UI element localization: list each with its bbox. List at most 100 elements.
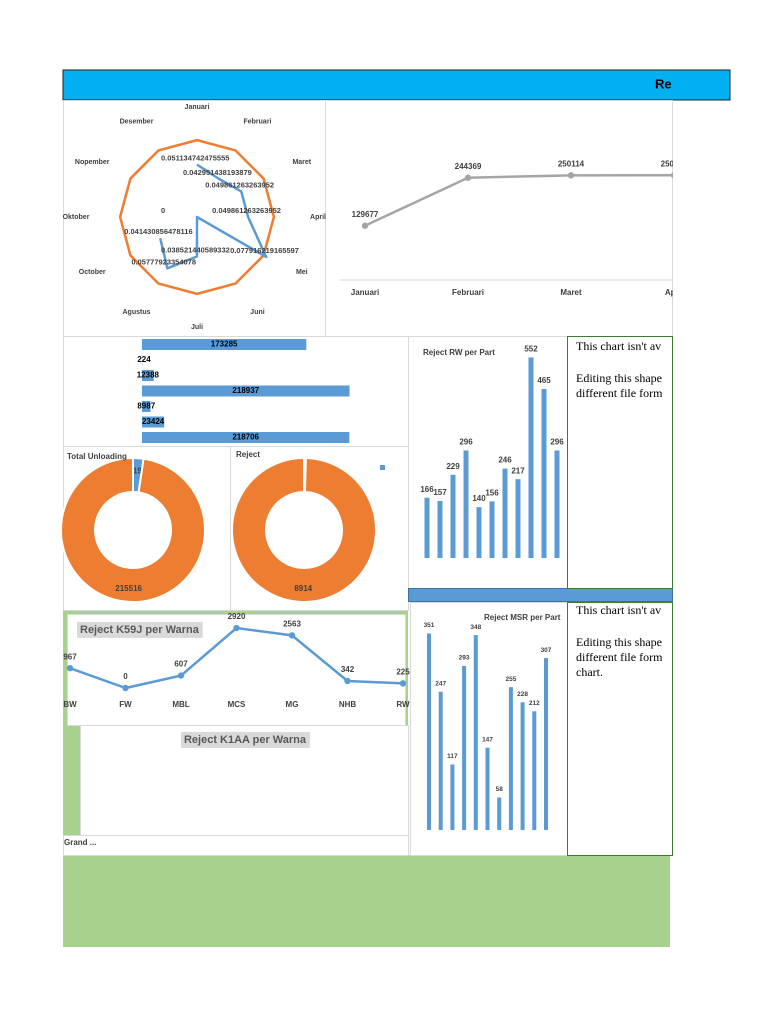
- x-tick-label: Maret: [560, 288, 582, 297]
- data-label: 225: [396, 667, 410, 676]
- point: [66, 664, 74, 672]
- bar: [424, 497, 430, 558]
- bar: [437, 500, 443, 558]
- data-label: 607: [174, 660, 188, 669]
- axis-label: Nopember: [75, 159, 110, 166]
- data-label: 218937: [232, 386, 259, 395]
- x-tick-label: NHB: [339, 700, 357, 709]
- point: [122, 684, 129, 692]
- data-label: 2563: [283, 619, 301, 628]
- bar: [473, 635, 478, 830]
- data-label: 173285: [211, 340, 238, 349]
- chart-title: Reject K59J per Warna: [80, 624, 200, 636]
- header-title: Re: [655, 76, 672, 91]
- header-bar: [62, 69, 731, 101]
- data-label: 147: [482, 736, 493, 743]
- data-label: 129677: [352, 210, 379, 219]
- data-label: 166: [420, 485, 434, 494]
- x-tick-label: FW: [119, 700, 132, 709]
- data-label: 244369: [455, 162, 482, 171]
- data-label: 0.038521440589332: [161, 245, 230, 254]
- data-label: 0: [123, 672, 128, 681]
- data-label: 296: [550, 438, 564, 447]
- axis-label: Agustus: [123, 309, 151, 316]
- blue-strip: [408, 588, 673, 602]
- chart-title: Total Unloading: [67, 452, 127, 461]
- x-tick-label: MG: [286, 700, 299, 709]
- data-label: 156: [485, 488, 499, 497]
- point: [567, 172, 575, 179]
- data-label: 0.049861263263952: [212, 206, 281, 215]
- data-label: 351: [424, 622, 435, 629]
- charts: Januari Februari Maret April Mei Juni Juli Agus…: [60, 104, 688, 830]
- bar: [489, 501, 495, 558]
- notice-text: This chart isn't av: [576, 339, 661, 353]
- bar: [462, 665, 467, 830]
- data-label: 215516: [115, 584, 142, 593]
- data-label: 212: [529, 700, 540, 707]
- bar: [142, 370, 154, 381]
- radar-panel: [63, 100, 326, 337]
- axis-label: Maret: [292, 159, 311, 166]
- bar: [142, 401, 151, 412]
- bar: [515, 479, 521, 558]
- point: [344, 677, 351, 685]
- data-label: 140: [472, 494, 486, 503]
- data-label: 348: [470, 624, 481, 631]
- data-label: 12388: [137, 371, 160, 380]
- bar: [554, 450, 560, 558]
- axis-label: October: [79, 269, 106, 276]
- table-footer: Grand ...: [64, 838, 96, 847]
- bar: [463, 450, 469, 558]
- point: [177, 672, 185, 679]
- axis-label: Juni: [250, 309, 264, 316]
- point: [464, 174, 472, 181]
- axis-label: Desember: [120, 119, 154, 126]
- crop-edge: [673, 101, 768, 861]
- data-label: 23424: [142, 417, 165, 426]
- bar: [142, 416, 165, 428]
- data-label: 0.05777923354078: [131, 257, 196, 266]
- chart-title: Reject MSR per Part: [484, 613, 561, 622]
- notice-box: [567, 602, 673, 856]
- bar: [427, 633, 431, 830]
- notice-box: [567, 336, 673, 589]
- data-label: 307: [541, 647, 552, 654]
- chart-title: Reject: [236, 450, 260, 459]
- bar: [497, 797, 502, 830]
- data-label: 255: [505, 676, 516, 683]
- notice-text: Editing this shape: [576, 371, 662, 385]
- line-series: [364, 173, 675, 227]
- bar: [476, 507, 482, 558]
- data-label: 224: [137, 355, 151, 364]
- axis-label: April: [310, 214, 326, 221]
- data-label: 228: [517, 691, 528, 698]
- x-tick-label: Februari: [452, 288, 484, 297]
- data-label: 342: [341, 665, 355, 674]
- radar-series: [118, 138, 276, 296]
- axis-label: Februari: [243, 119, 271, 126]
- x-tick-label: BW: [63, 700, 77, 709]
- bar-panel: [408, 336, 568, 589]
- bar: [541, 389, 547, 558]
- point: [399, 680, 407, 687]
- notice-text: Editing this shape: [576, 635, 662, 649]
- bar: [508, 687, 513, 830]
- bar: [532, 711, 537, 830]
- point: [288, 632, 296, 639]
- legend-swatch: [380, 465, 385, 470]
- title-box: [77, 621, 203, 638]
- data-label: 465: [537, 376, 551, 385]
- data-label: 247: [435, 680, 446, 687]
- notice-text: chart.: [576, 665, 603, 679]
- bar: [450, 764, 455, 830]
- bar: [544, 658, 548, 830]
- axis-label: Januari: [185, 104, 210, 111]
- bar: [485, 747, 490, 830]
- x-tick-label: Januari: [351, 288, 379, 297]
- data-label: 0.042951438193879: [183, 168, 252, 177]
- chart-title: Reject RW per Part: [423, 348, 495, 357]
- title-box: [180, 731, 310, 748]
- x-tick-label: MBL: [172, 700, 189, 709]
- data-label: 157: [433, 488, 447, 497]
